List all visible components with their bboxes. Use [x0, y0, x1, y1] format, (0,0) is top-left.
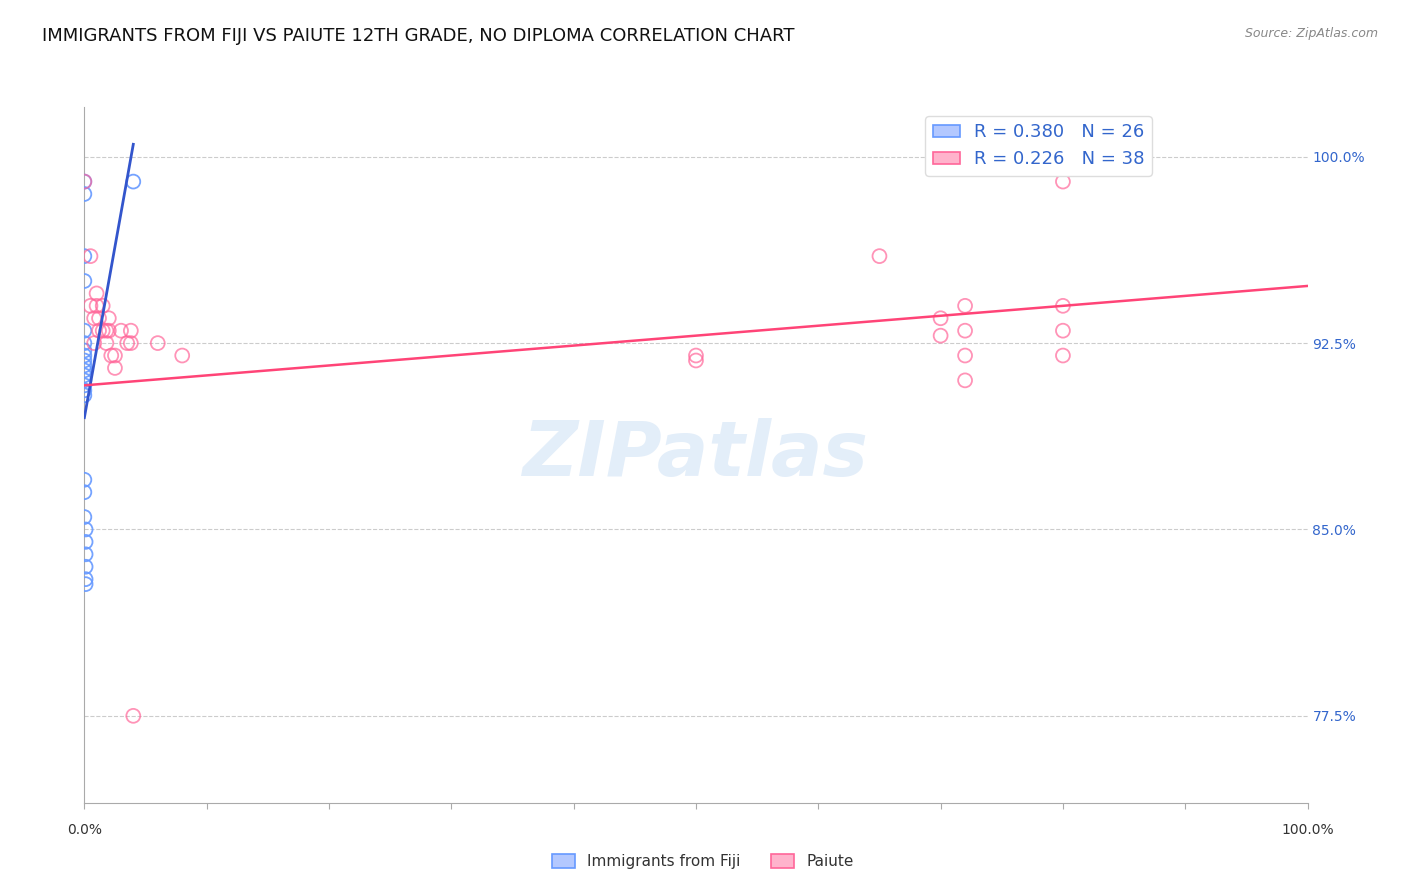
- Point: [75, 523, 97, 537]
- Point: [104, 349, 127, 363]
- Point: [73, 353, 96, 368]
- Point: [685, 353, 707, 368]
- Point: [73, 388, 96, 402]
- Point: [87, 311, 110, 326]
- Point: [75, 535, 97, 549]
- Point: [73, 485, 96, 500]
- Point: [120, 336, 142, 351]
- Point: [929, 328, 952, 343]
- Point: [869, 249, 891, 263]
- Point: [79, 299, 101, 313]
- Point: [97, 311, 120, 326]
- Point: [73, 384, 96, 398]
- Text: ZIPatlas: ZIPatlas: [523, 418, 869, 491]
- Point: [73, 368, 96, 383]
- Point: [110, 324, 132, 338]
- Legend: R = 0.380   N = 26, R = 0.226   N = 38: R = 0.380 N = 26, R = 0.226 N = 38: [925, 116, 1152, 176]
- Point: [79, 249, 101, 263]
- Point: [953, 299, 976, 313]
- Text: Source: ZipAtlas.com: Source: ZipAtlas.com: [1244, 27, 1378, 40]
- Text: 0.0%: 0.0%: [67, 822, 101, 837]
- Point: [146, 336, 169, 351]
- Point: [172, 349, 194, 363]
- Point: [75, 572, 97, 586]
- Point: [83, 336, 105, 351]
- Point: [953, 349, 976, 363]
- Point: [953, 324, 976, 338]
- Point: [73, 274, 96, 288]
- Point: [73, 336, 96, 351]
- Point: [75, 577, 97, 591]
- Point: [75, 559, 97, 574]
- Text: IMMIGRANTS FROM FIJI VS PAIUTE 12TH GRADE, NO DIPLOMA CORRELATION CHART: IMMIGRANTS FROM FIJI VS PAIUTE 12TH GRAD…: [42, 27, 794, 45]
- Point: [115, 336, 138, 351]
- Point: [73, 175, 96, 189]
- Point: [96, 336, 118, 351]
- Point: [1052, 324, 1074, 338]
- Text: 100.0%: 100.0%: [1281, 822, 1334, 837]
- Point: [1052, 299, 1074, 313]
- Point: [685, 349, 707, 363]
- Point: [87, 324, 110, 338]
- Point: [1052, 349, 1074, 363]
- Point: [73, 373, 96, 387]
- Point: [73, 473, 96, 487]
- Point: [73, 249, 96, 263]
- Point: [929, 311, 952, 326]
- Point: [122, 709, 145, 723]
- Point: [73, 324, 96, 338]
- Point: [73, 378, 96, 392]
- Point: [86, 286, 108, 301]
- Point: [73, 349, 96, 363]
- Point: [73, 343, 96, 358]
- Point: [91, 299, 114, 313]
- Point: [75, 547, 97, 561]
- Point: [96, 324, 118, 338]
- Point: [83, 311, 105, 326]
- Point: [86, 299, 108, 313]
- Point: [1052, 175, 1074, 189]
- Point: [120, 324, 142, 338]
- Point: [104, 361, 127, 376]
- Point: [100, 349, 122, 363]
- Point: [73, 187, 96, 202]
- Point: [73, 363, 96, 377]
- Point: [97, 324, 120, 338]
- Point: [73, 175, 96, 189]
- Legend: Immigrants from Fiji, Paiute: Immigrants from Fiji, Paiute: [546, 848, 860, 875]
- Point: [122, 175, 145, 189]
- Point: [91, 324, 114, 338]
- Point: [953, 373, 976, 387]
- Point: [73, 510, 96, 524]
- Point: [73, 359, 96, 373]
